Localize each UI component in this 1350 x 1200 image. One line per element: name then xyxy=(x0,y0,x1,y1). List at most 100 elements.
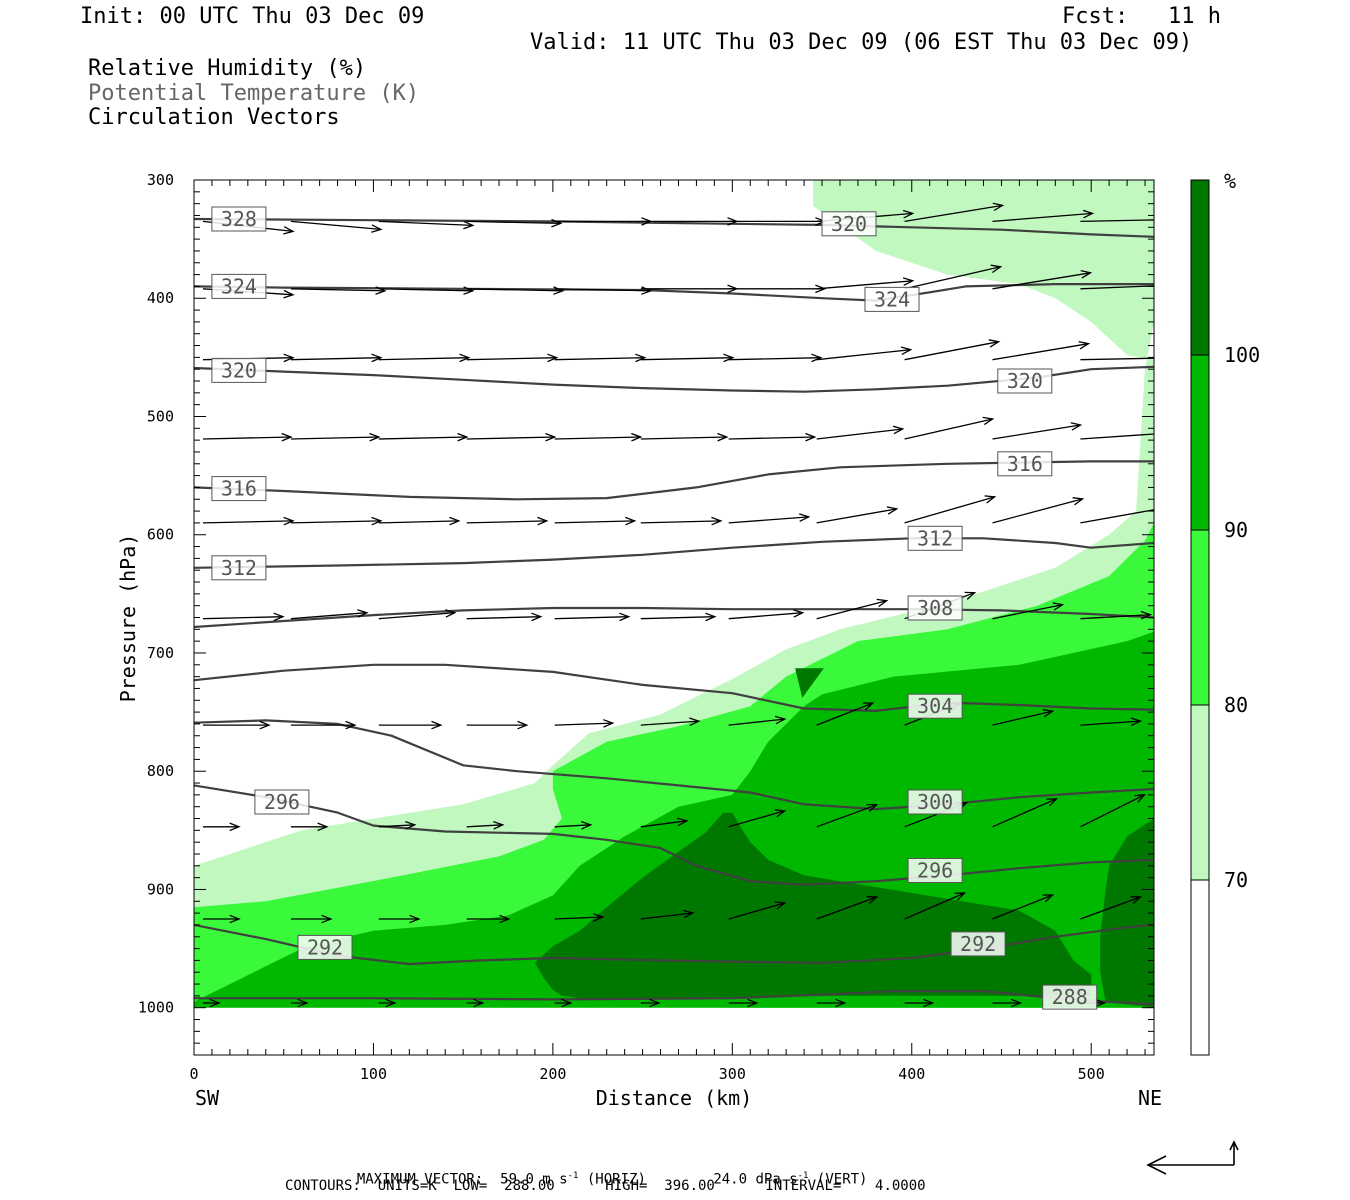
vector-shaft xyxy=(992,212,1093,223)
circulation-vector xyxy=(554,516,637,526)
vector-head xyxy=(1140,610,1153,620)
x-tick-label: 300 xyxy=(719,1065,746,1083)
circulation-vector xyxy=(1080,219,1154,223)
colorbar-tick-label: 70 xyxy=(1224,868,1248,892)
circulation-vector xyxy=(466,998,485,1008)
circulation-vector xyxy=(992,708,1055,726)
vector-head xyxy=(493,820,505,830)
y-tick-label: 900 xyxy=(147,880,174,898)
circulation-vector xyxy=(290,220,383,233)
circulation-vector xyxy=(554,612,631,622)
vector-head xyxy=(580,820,593,830)
circulation-vector xyxy=(992,269,1093,290)
circulation-vector xyxy=(728,432,817,442)
contour-label-box xyxy=(907,693,963,719)
vector-shaft xyxy=(1080,794,1145,828)
vector-shaft xyxy=(202,436,292,440)
circulation-vector xyxy=(290,286,387,295)
circulation-vector xyxy=(904,339,1001,361)
contour-label-layer: 328 324 320 316 312 296 292 320 324 320 316 312 308 3… xyxy=(211,206,1098,1010)
vector-shaft xyxy=(378,220,473,227)
horiz-unit-exponent: -1 xyxy=(567,1171,579,1181)
vector-shaft xyxy=(1080,509,1154,524)
vector-shaft xyxy=(816,804,877,828)
isentrope-304 xyxy=(194,663,1154,713)
vector-shaft xyxy=(202,520,294,524)
x-label-sw: SW xyxy=(195,1086,220,1110)
vector-head xyxy=(1161,505,1171,512)
contour-label-box xyxy=(907,858,963,883)
circulation-vector xyxy=(992,894,1055,920)
vector-shaft xyxy=(1080,357,1154,361)
vector-head xyxy=(902,277,915,286)
contour-label-box xyxy=(211,555,267,581)
contour-label-box xyxy=(864,286,920,312)
contour-label: 316 xyxy=(997,451,1053,477)
vector-head xyxy=(1042,894,1055,903)
vector-head xyxy=(990,264,1003,274)
vector-head xyxy=(273,612,285,622)
colorbar-tick-label: 100 xyxy=(1224,343,1260,367)
circulation-vector xyxy=(640,998,661,1008)
isentrope-296 xyxy=(194,784,1154,886)
vector-head xyxy=(459,353,471,363)
y-tick-label: 600 xyxy=(147,526,174,544)
vector-shaft xyxy=(904,418,993,440)
vector-head xyxy=(988,339,1001,348)
contour-label-text: 316 xyxy=(1007,452,1043,476)
circulation-vector xyxy=(1080,505,1171,524)
circulation-vector xyxy=(202,612,285,622)
contour-label-box xyxy=(997,368,1053,394)
vector-head xyxy=(954,892,967,901)
circulation-vector xyxy=(1080,717,1143,726)
vector-shaft xyxy=(554,520,635,524)
circulation-vector xyxy=(904,892,967,920)
contour-label: 316 xyxy=(211,476,267,502)
vector-head xyxy=(805,432,817,442)
vector-shaft xyxy=(554,288,651,292)
vector-head xyxy=(561,998,573,1008)
vector-shaft xyxy=(466,616,541,620)
vector-head xyxy=(1078,340,1091,350)
vector-shaft xyxy=(992,604,1063,620)
contour-label-box xyxy=(211,273,267,299)
vert-tag: (VERT) xyxy=(816,1171,868,1188)
isentrope-316 xyxy=(194,460,1154,501)
circulation-vector xyxy=(378,609,457,620)
vector-head xyxy=(449,516,461,526)
vector-shaft xyxy=(554,916,603,920)
circulation-vector xyxy=(1080,794,1146,828)
circulation-vector xyxy=(640,516,723,526)
circulation-vector xyxy=(290,432,381,442)
contour-label: 324 xyxy=(211,273,267,299)
contour-info-line: CONTOURS: UNITS=K LOW= 288.00 HIGH= 396.… xyxy=(285,1178,926,1194)
vector-head xyxy=(1159,430,1169,437)
colorbar-tick-label: 80 xyxy=(1224,693,1248,717)
vector-head xyxy=(689,717,701,726)
vector-head xyxy=(375,286,387,295)
contour-label: 312 xyxy=(907,525,963,551)
circulation-vector xyxy=(203,822,241,832)
vector-shaft xyxy=(728,612,803,620)
vector-head xyxy=(984,495,997,504)
circulation-vector xyxy=(992,422,1083,440)
circulation-vector xyxy=(728,901,787,920)
circulation-vector xyxy=(640,353,735,363)
vector-head xyxy=(964,591,977,600)
vector-shaft xyxy=(640,912,693,920)
contour-label: 320 xyxy=(821,211,877,237)
vector-head xyxy=(1134,794,1146,803)
contour-label: 328 xyxy=(211,206,267,232)
contour-label-text: 320 xyxy=(1007,369,1043,393)
circulation-vector xyxy=(554,913,605,922)
circulation-vector xyxy=(466,432,557,442)
contour-label: 292 xyxy=(950,931,1006,957)
valid-time: Valid: 11 UTC Thu 03 Dec 09 (06 EST Thu … xyxy=(530,30,1193,55)
vector-shaft xyxy=(640,720,699,726)
vector-head xyxy=(445,609,457,618)
vector-head xyxy=(631,432,643,442)
circulation-vector xyxy=(992,798,1059,828)
vector-shaft xyxy=(290,220,381,231)
vector-head xyxy=(774,901,787,910)
